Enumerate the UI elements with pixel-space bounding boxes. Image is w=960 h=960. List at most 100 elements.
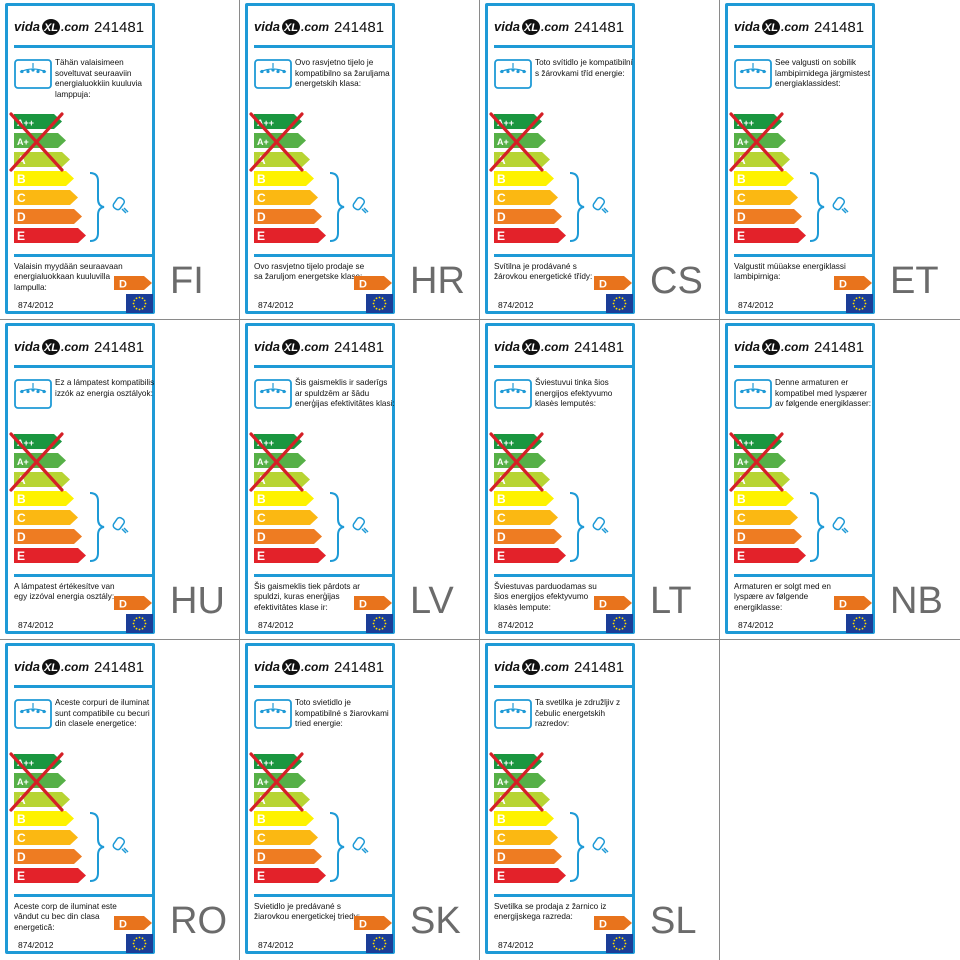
top-divider [734,365,872,368]
regulation-number: 874/2012 [18,620,54,630]
eu-flag-icon [846,614,873,633]
bottom-divider [494,894,632,897]
language-code: RO [170,900,227,942]
vidaxl-logo: vida XL .com [494,659,569,675]
energy-class-letter: A++ [17,758,34,768]
energy-class-letter: B [257,172,266,186]
svg-text:XL: XL [523,662,538,674]
eu-flag-icon [366,934,393,953]
energy-class-letter: E [17,229,25,243]
energy-class-d [254,529,322,544]
class-range-bracket [329,492,345,562]
energy-class-c [14,190,78,205]
energy-class-b [254,491,314,506]
energy-class-letter: C [497,511,506,525]
svg-text:XL: XL [523,22,538,34]
halogen-bulb-icon [592,196,609,214]
halogen-bulb-icon [112,196,129,214]
energy-class-letter: B [737,172,746,186]
regulation-number: 874/2012 [258,620,294,630]
svg-text:vida: vida [494,19,520,34]
svg-text:D: D [359,919,367,931]
bottom-divider [494,574,632,577]
compatibility-text: Toto svietidlo je kompatibilné s žiarovk… [295,698,389,729]
svg-text:.com: .com [301,660,329,674]
energy-label-card: vida XL .com 241481 Ta svetilka je združljiv… [485,643,635,954]
compatibility-text: Toto svítidlo je kompatibilní s žárovkam… [535,58,633,78]
svg-text:XL: XL [43,342,58,354]
energy-class-letter: A++ [497,438,514,448]
label-cell: vida XL .com 241481 Aceste corpuri de ilumin… [0,640,240,960]
top-divider [254,45,392,48]
vidaxl-logo: vida XL .com [494,19,569,35]
red-cross-icon [249,432,304,492]
regulation-number: 874/2012 [258,300,294,310]
energy-class-letter: A+ [257,457,269,467]
compatibility-text: Ovo rasvjetno tijelo je kompatibilno sa … [295,58,390,89]
energy-class-e [494,868,566,883]
svg-text:.com: .com [541,660,569,674]
sold-with-text: Svítilna je prodávané s žárovkou energet… [494,262,593,282]
energy-class-d [734,209,802,224]
energy-class-letter: D [257,530,266,544]
sold-class-tag: D [594,276,632,290]
energy-class-b [734,491,794,506]
ceiling-lamp-icon [254,379,292,409]
energy-class-scale: A++A+ABCDE [9,112,86,243]
regulation-number: 874/2012 [498,940,534,950]
eu-flag-icon [606,614,633,633]
sold-class-tag: D [114,916,152,930]
energy-label-card: vida XL .com 241481 Tähän valaisimeen sovelt… [5,3,155,314]
svg-text:XL: XL [283,342,298,354]
label-cell: vida XL .com 241481 Tähän valaisimeen sovelt… [0,0,240,320]
svg-text:vida: vida [254,339,280,354]
ceiling-lamp-icon [494,379,532,409]
energy-class-c [494,510,558,525]
halogen-bulb-icon [352,196,369,214]
energy-class-letter: D [737,530,746,544]
class-range-bracket [89,172,105,242]
ceiling-lamp-icon [14,379,52,409]
language-code: LV [410,580,454,622]
energy-class-letter: B [497,492,506,506]
energy-label-card: vida XL .com 241481 Denne armaturen er kompa… [725,323,875,634]
energy-class-letter: A++ [497,758,514,768]
eu-flag-icon [126,614,153,633]
energy-class-b [254,811,314,826]
eu-flag-icon [126,934,153,953]
energy-class-letter: A+ [737,457,749,467]
energy-class-b [14,171,74,186]
model-number: 241481 [574,339,625,356]
energy-class-letter: C [737,511,746,525]
svg-text:D: D [839,599,847,611]
energy-class-letter: B [497,812,506,826]
energy-class-b [254,171,314,186]
energy-class-letter: E [17,549,25,563]
sold-with-text: Šis gaismeklis tiek pārdots ar spuldzi, … [254,582,361,612]
energy-class-letter: A++ [257,438,274,448]
svg-text:vida: vida [14,339,40,354]
label-cell: vida XL .com 241481 Šviestuvui tinka šios en… [480,320,720,640]
model-number: 241481 [94,659,145,676]
red-cross-icon [729,112,784,172]
sold-with-text: Valaisin myydään seuraavaan energialuokk… [14,262,123,292]
energy-class-letter: E [257,549,265,563]
energy-class-letter: E [737,549,745,563]
compatibility-text: Denne armaturen er kompatibel med lyspær… [775,378,872,409]
bottom-divider [734,574,872,577]
compatibility-text: Šviestuvui tinka šios energijos efektyvu… [535,378,613,409]
bottom-divider [14,574,152,577]
energy-label-card: vida XL .com 241481 Šis gaismeklis ir saderī… [245,323,395,634]
class-range-bracket [329,172,345,242]
red-cross-icon [9,752,64,812]
regulation-number: 874/2012 [738,300,774,310]
compatibility-text: Šis gaismeklis ir saderīgs ar spuldzēm a… [295,378,395,409]
energy-class-d [494,529,562,544]
energy-class-c [14,830,78,845]
svg-text:vida: vida [14,659,40,674]
energy-class-letter: D [257,850,266,864]
energy-class-c [254,830,318,845]
language-code: SK [410,900,461,942]
ceiling-lamp-icon [254,59,292,89]
